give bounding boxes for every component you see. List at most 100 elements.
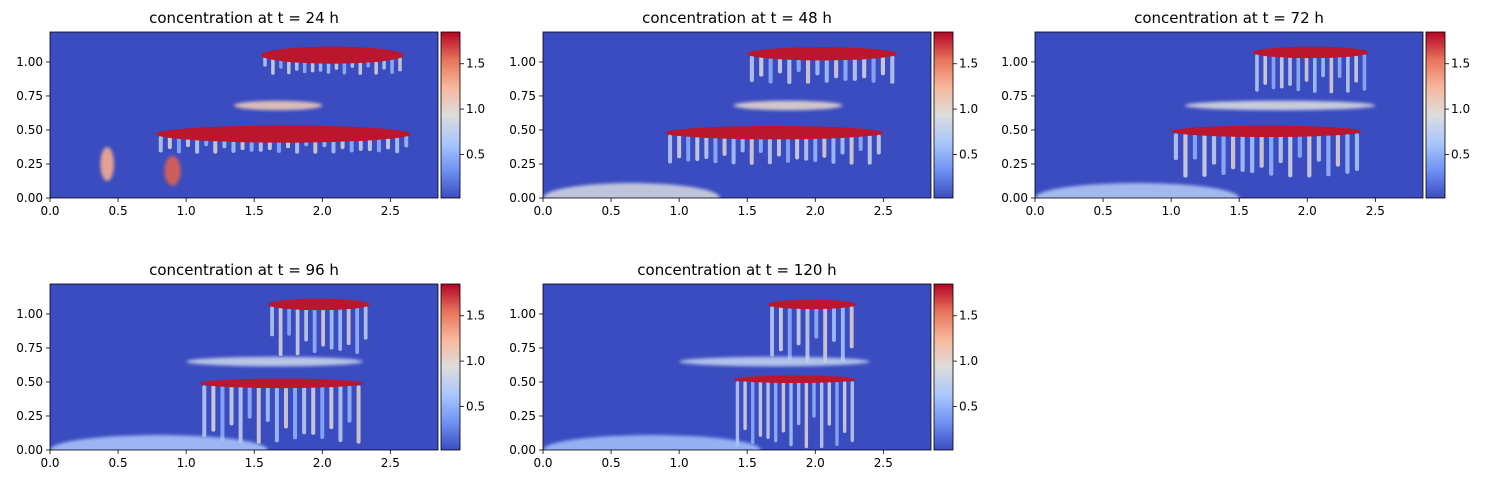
colorbar-tick-label: 1.0 <box>466 102 485 116</box>
y-tick-label: 1.00 <box>509 55 536 69</box>
x-tick-label: 1.0 <box>177 456 196 470</box>
colorbar-tick-label: 1.0 <box>959 354 978 368</box>
y-tick-label: 0.75 <box>509 89 536 103</box>
y-tick-label: 0.25 <box>16 409 43 423</box>
y-tick-label: 0.75 <box>16 89 43 103</box>
concentration-layer <box>267 298 370 356</box>
heatmap-field <box>1035 32 1423 198</box>
concentration-floor <box>543 435 761 450</box>
y-tick-label: 0.25 <box>509 409 536 423</box>
concentration-blob <box>164 155 181 186</box>
x-tick-label: 1.0 <box>1162 204 1181 218</box>
colorbar-tick-label: 1.5 <box>959 57 978 71</box>
heatmap-field <box>50 284 438 450</box>
colorbar <box>933 283 954 451</box>
subplot-1: concentration at t = 24 h 0.0 0.5 1.0 1.5 2.0… <box>16 9 485 218</box>
x-tick-label: 1.5 <box>738 204 757 218</box>
subplot-4: concentration at t = 96 h 0.0 0.5 1.0 1.5 2.0… <box>16 261 485 470</box>
y-tick-label: 0.25 <box>16 157 43 171</box>
concentration-plume <box>679 356 870 367</box>
concentration-layer <box>1252 46 1369 94</box>
x-tick-label: 0.5 <box>1094 204 1113 218</box>
concentration-layer <box>767 299 857 363</box>
colorbar-tick-label: 1.0 <box>959 102 978 116</box>
x-tick-label: 0.5 <box>602 456 621 470</box>
colorbar-tick-label: 0.5 <box>959 147 978 161</box>
concentration-plume <box>1184 100 1376 111</box>
x-tick-label: 0.5 <box>109 204 128 218</box>
y-tick-label: 0.25 <box>509 157 536 171</box>
heatmap-field <box>543 32 931 198</box>
concentration-layer <box>199 378 364 444</box>
concentration-layer <box>733 375 857 449</box>
concentration-floor <box>543 183 720 198</box>
x-tick-label: 2.5 <box>1366 204 1385 218</box>
x-tick-label: 0.0 <box>40 204 59 218</box>
concentration-layer <box>1171 125 1362 178</box>
subplot-title: concentration at t = 96 h <box>149 261 339 279</box>
y-tick-label: 1.00 <box>16 55 43 69</box>
y-tick-label: 0.75 <box>509 341 536 355</box>
x-tick-label: 2.0 <box>806 204 825 218</box>
x-tick-label: 1.0 <box>670 204 689 218</box>
x-tick-label: 2.5 <box>874 204 893 218</box>
colorbar-tick-label: 1.0 <box>466 354 485 368</box>
y-tick-label: 0.50 <box>16 123 43 137</box>
x-tick-label: 1.0 <box>670 456 689 470</box>
x-tick-label: 2.5 <box>381 456 400 470</box>
colorbar <box>440 283 461 451</box>
x-tick-label: 2.0 <box>806 456 825 470</box>
y-tick-label: 0.75 <box>1001 89 1028 103</box>
concentration-layer <box>261 46 404 75</box>
y-tick-label: 1.00 <box>509 307 536 321</box>
colorbar-tick-label: 1.0 <box>1451 102 1470 116</box>
axes-frame <box>49 283 439 451</box>
x-tick-label: 0.0 <box>40 456 59 470</box>
x-tick-label: 0.0 <box>1025 204 1044 218</box>
colorbar-tick-label: 0.5 <box>959 399 978 413</box>
axes-frame <box>1034 31 1424 199</box>
colorbar-tick-label: 1.5 <box>466 57 485 71</box>
colorbar-tick-label: 0.5 <box>466 147 485 161</box>
axes-frame <box>542 31 932 199</box>
x-tick-label: 2.5 <box>874 456 893 470</box>
x-tick-label: 0.5 <box>602 204 621 218</box>
x-tick-label: 2.0 <box>313 456 332 470</box>
subplot-2: concentration at t = 48 h 0.0 0.5 1.0 1.5 2.0… <box>509 9 978 218</box>
y-tick-label: 1.00 <box>16 307 43 321</box>
x-tick-label: 1.5 <box>245 456 264 470</box>
y-tick-label: 0.00 <box>509 443 536 457</box>
concentration-layer <box>747 47 897 85</box>
y-tick-label: 0.50 <box>509 123 536 137</box>
x-tick-label: 0.5 <box>109 456 128 470</box>
subplot-5: concentration at t = 120 h 0.0 0.5 1.0 1.5 2.… <box>509 261 978 470</box>
concentration-floor <box>50 435 268 450</box>
y-tick-label: 0.50 <box>16 375 43 389</box>
x-tick-label: 1.5 <box>738 456 757 470</box>
y-tick-label: 0.00 <box>1001 191 1028 205</box>
concentration-plume <box>186 356 364 367</box>
y-tick-label: 1.00 <box>1001 55 1028 69</box>
x-tick-label: 2.5 <box>381 204 400 218</box>
colorbar-tick-label: 1.5 <box>1451 57 1470 71</box>
x-tick-label: 1.0 <box>177 204 196 218</box>
colorbar-tick-label: 1.5 <box>959 309 978 323</box>
concentration-layer <box>665 126 884 165</box>
x-tick-label: 0.0 <box>533 456 552 470</box>
x-tick-label: 2.0 <box>1298 204 1317 218</box>
colorbar <box>1425 31 1446 199</box>
subplot-3: concentration at t = 72 h 0.0 0.5 1.0 1.5 2.0… <box>1001 9 1470 218</box>
y-tick-label: 0.25 <box>1001 157 1028 171</box>
y-tick-label: 0.50 <box>1001 123 1028 137</box>
y-tick-label: 0.75 <box>16 341 43 355</box>
concentration-blob <box>100 146 114 181</box>
concentration-layer <box>156 125 411 154</box>
subplot-title: concentration at t = 24 h <box>149 9 339 27</box>
heatmap-background <box>543 32 931 198</box>
colorbar-tick-label: 0.5 <box>1451 147 1470 161</box>
heatmap-field <box>543 284 931 450</box>
subplot-title: concentration at t = 72 h <box>1134 9 1324 27</box>
y-tick-label: 0.00 <box>16 191 43 205</box>
subplot-title: concentration at t = 48 h <box>642 9 832 27</box>
concentration-floor <box>1035 183 1240 198</box>
